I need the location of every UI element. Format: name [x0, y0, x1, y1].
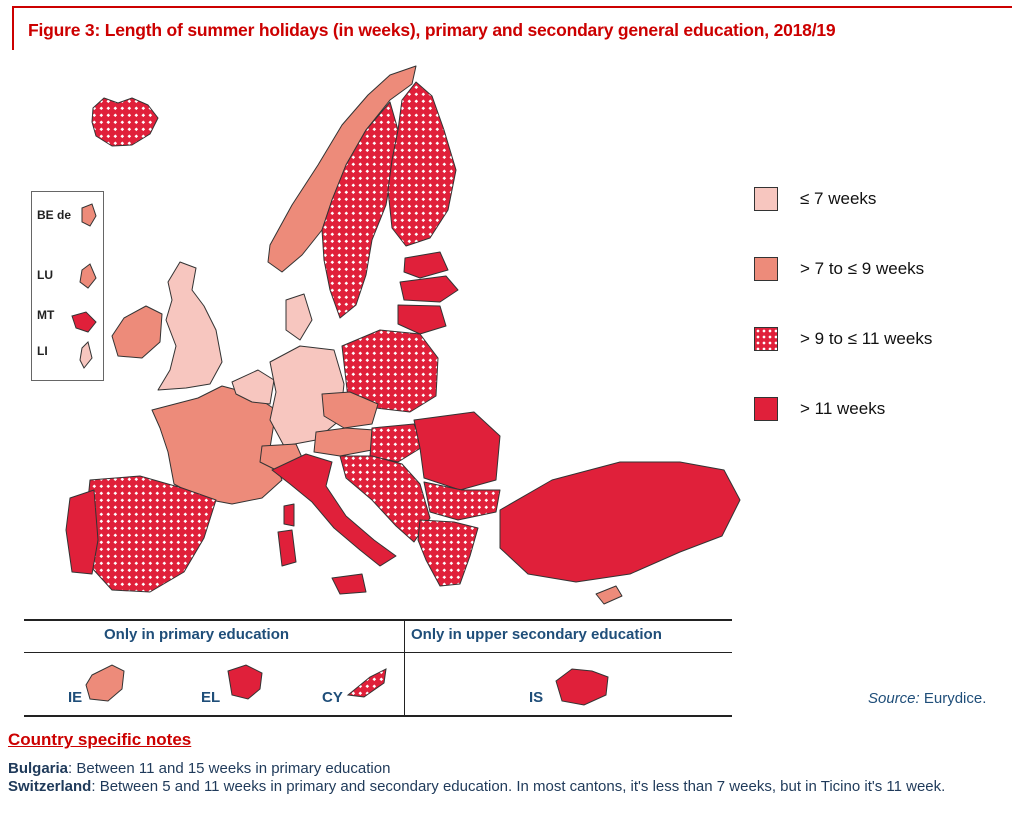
legend-swatch-9to11: [754, 327, 778, 351]
table-divider: [404, 619, 405, 717]
table-code-cy: CY: [322, 689, 343, 706]
source-label: Source:: [868, 690, 920, 707]
note-text-switzerland: : Between 5 and 11 weeks in primary and …: [91, 778, 946, 795]
region-denmark: [285, 293, 313, 341]
region-hungary: [369, 423, 425, 463]
source-text: Eurydice.: [919, 690, 987, 707]
region-latvia: [399, 275, 459, 303]
note-switzerland: Switzerland: Between 5 and 11 weeks in p…: [8, 778, 1014, 795]
inset-shape-li: [79, 341, 93, 369]
region-portugal: [65, 489, 99, 575]
figure-title: Figure 3: Length of summer holidays (in …: [28, 20, 836, 40]
legend-label-gt11: > 11 weeks: [800, 399, 886, 418]
note-bulgaria: Bulgaria: Between 11 and 15 weeks in pri…: [8, 760, 1014, 777]
region-lithuania: [397, 304, 447, 335]
legend-label-7to9: > 7 to ≤ 9 weeks: [800, 259, 925, 278]
region-benelux: [231, 369, 275, 405]
region-austria: [313, 427, 375, 457]
notes-heading: Country specific notes: [8, 730, 192, 749]
table-code-is: IS: [529, 689, 544, 706]
legend-swatch-le7: [754, 187, 778, 211]
region-sardinia: [277, 529, 297, 567]
inset-shapes: [71, 203, 97, 369]
region-corsica: [283, 503, 295, 527]
table-shape-cy: [346, 668, 387, 698]
region-ireland: [111, 305, 163, 359]
region-norway: [267, 65, 417, 273]
region-estonia: [403, 251, 449, 279]
legend-label-le7: ≤ 7 weeks: [800, 189, 877, 208]
table-top-rule: [24, 619, 732, 621]
note-country-switzerland: Switzerland: [8, 778, 92, 795]
europe-map: [65, 65, 741, 605]
inset-shape-mt: [71, 311, 97, 333]
region-romania: [413, 411, 501, 491]
inset-label-be-de: BE de: [37, 208, 72, 222]
legend-swatch-gt11: [754, 397, 778, 421]
inset-shape-be-de: [81, 203, 97, 227]
table-header-secondary: Only in upper secondary education: [411, 626, 662, 643]
region-turkey: [499, 461, 741, 583]
region-bulgaria: [423, 481, 501, 521]
legend-swatch-7to9: [754, 257, 778, 281]
region-uk: [157, 261, 223, 391]
inset-label-li: LI: [37, 344, 48, 358]
note-text-bulgaria: : Between 11 and 15 weeks in primary edu…: [68, 760, 391, 777]
region-iceland: [91, 97, 159, 147]
table-bottom-rule: [24, 715, 732, 717]
legend-item-gt11: > 11 weeks: [754, 395, 994, 425]
table-shape-el: [227, 664, 263, 700]
table-code-el: EL: [201, 689, 221, 706]
legend-label-9to11: > 9 to ≤ 11 weeks: [800, 329, 933, 348]
table-shape-is: [555, 668, 609, 706]
table-shapes: [85, 664, 609, 706]
region-italy: [271, 453, 397, 567]
region-finland: [387, 81, 457, 247]
region-czechia: [321, 391, 379, 429]
region-greece: [417, 519, 479, 587]
legend-item-le7: ≤ 7 weeks: [754, 185, 994, 215]
table-code-ie: IE: [68, 689, 83, 706]
inset-shape-lu: [79, 263, 97, 289]
small-states-inset: BE de LU MT LI: [31, 191, 104, 381]
source-credit: Source: Eurydice.: [868, 690, 986, 707]
inset-label-mt: MT: [37, 308, 55, 322]
region-france: [151, 385, 283, 505]
region-sicily: [331, 573, 367, 595]
legend-item-7to9: > 7 to ≤ 9 weeks: [754, 255, 994, 285]
inset-label-lu: LU: [37, 268, 53, 282]
legend-item-9to11: > 9 to ≤ 11 weeks: [754, 325, 994, 355]
region-cyprus: [595, 585, 623, 605]
note-country-bulgaria: Bulgaria: [8, 760, 69, 777]
table-header-rule: [24, 652, 732, 653]
table-header-primary: Only in primary education: [104, 626, 290, 643]
title-frame: [12, 6, 1012, 50]
region-spain: [85, 475, 217, 593]
region-sweden: [321, 101, 399, 319]
table-shape-ie: [85, 664, 125, 702]
